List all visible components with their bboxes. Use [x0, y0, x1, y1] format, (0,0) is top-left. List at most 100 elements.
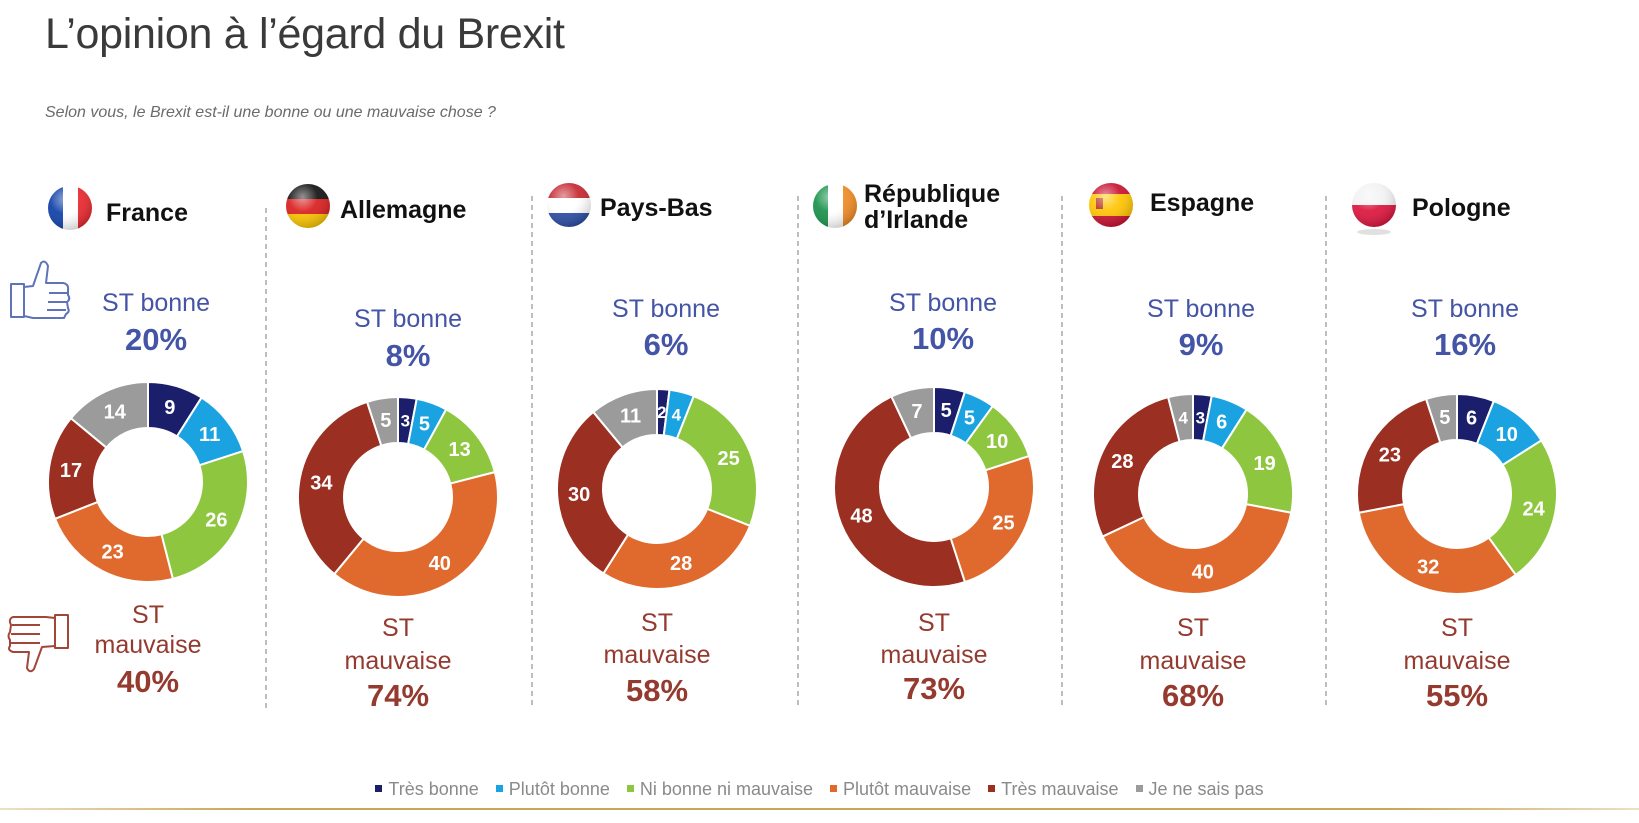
st-bonne-label: ST bonne — [354, 305, 462, 333]
donut-segment-plutot-mauvaise — [1357, 502, 1518, 595]
st-bonne-label: ST bonne — [102, 289, 210, 317]
donut-data-label: 6 — [1466, 407, 1477, 429]
donut-segment-nsp — [890, 385, 935, 440]
country-name-netherlands: Pays-Bas — [600, 194, 713, 222]
chart-subtitle: Selon vous, le Brexit est-il une bonne o… — [45, 104, 496, 121]
donut-data-label: 13 — [449, 439, 471, 461]
thumbs-down-icon — [7, 614, 69, 673]
donut-data-label: 17 — [60, 460, 82, 482]
st-mauvaise-value: 68% — [1162, 678, 1224, 713]
legend-label: Très bonne — [388, 779, 479, 799]
donut-segment-plutot-mauvaise — [949, 454, 1035, 584]
legend-item: Plutôt bonne — [495, 779, 610, 800]
st-bonne-value: 10% — [912, 321, 974, 356]
donut-data-label: 7 — [911, 401, 922, 423]
legend-label: Ni bonne ni mauvaise — [639, 779, 814, 799]
germany-flag-icon — [286, 184, 330, 228]
st-bonne-label: ST bonne — [1147, 295, 1255, 323]
legend-swatch — [988, 785, 996, 792]
st-bonne-value: 16% — [1434, 327, 1496, 362]
st-mauvaise-label-line2: mauvaise — [1404, 647, 1511, 675]
donut-data-label: 34 — [310, 472, 333, 494]
country-name-poland: Pologne — [1412, 194, 1511, 222]
donut-segment-plutot-mauvaise — [1101, 502, 1293, 595]
donut-segment-nsp — [1166, 392, 1194, 443]
legend-swatch — [495, 785, 503, 792]
donut-segment-ni-bonne — [1487, 439, 1558, 577]
donut-data-label: 32 — [1417, 557, 1439, 579]
donut-data-label: 26 — [205, 510, 227, 532]
donut-segment-ni-bonne — [675, 394, 758, 528]
country-name-ireland-line2: d’Irlande — [864, 206, 968, 234]
legend-item: Je ne sais pas — [1135, 779, 1264, 800]
legend-item: Très mauvaise — [988, 779, 1119, 800]
legend-swatch — [1135, 785, 1143, 792]
st-mauvaise-value: 55% — [1426, 678, 1488, 713]
st-mauvaise-label-line2: mauvaise — [881, 641, 988, 669]
st-mauvaise-label-line1: ST — [132, 601, 164, 629]
legend-label: Plutôt bonne — [508, 779, 610, 799]
st-bonne-label: ST bonne — [612, 295, 720, 323]
donut-segment-nsp — [365, 395, 399, 447]
st-mauvaise-labels: ST mauvaise ST mauvaise ST mauvaise ST m… — [95, 601, 1511, 675]
donut-data-label: 5 — [419, 414, 430, 436]
donut-segment-nsp — [69, 380, 149, 449]
page-title: L’opinion à l’égard du Brexit — [45, 10, 565, 58]
donut-segment-plutot-mauvaise — [332, 470, 499, 598]
france-flag-icon — [48, 186, 92, 230]
st-mauvaise-label-line1: ST — [918, 609, 950, 637]
donut-data-label: 6 — [1216, 411, 1227, 433]
legend-label: Je ne sais pas — [1148, 779, 1264, 799]
donut-data-label: 25 — [992, 512, 1014, 534]
donut-data-label: 28 — [1111, 451, 1133, 473]
donut-data-label: 10 — [1496, 424, 1518, 446]
thumbs-up-icon — [10, 260, 71, 319]
ireland-flag-icon — [813, 184, 857, 228]
donut-data-label: 48 — [850, 506, 872, 528]
donut-data-label: 5 — [380, 410, 391, 432]
st-bonne-value: 6% — [644, 327, 689, 362]
st-mauvaise-value: 58% — [626, 673, 688, 708]
netherlands-flag-icon — [547, 183, 591, 227]
st-mauvaise-label-line1: ST — [1441, 614, 1473, 642]
donut-segment-tres-mauvaise — [1092, 395, 1181, 538]
donut-data-label: 2 — [657, 403, 666, 422]
donut-data-label: 3 — [1196, 408, 1205, 427]
legend-label: Plutôt mauvaise — [843, 779, 972, 799]
legend-swatch — [626, 785, 634, 792]
donut-data-label: 5 — [1439, 407, 1450, 429]
donut-data-label: 10 — [986, 431, 1008, 453]
donut-segment-tres-mauvaise — [833, 395, 967, 588]
donut-data-label: 4 — [1178, 409, 1188, 428]
st-bonne-labels: ST bonne ST bonne ST bonne ST bonne ST b… — [102, 289, 1519, 333]
country-name-ireland-line1: République — [864, 180, 1000, 208]
st-mauvaise-value: 74% — [367, 678, 429, 713]
st-bonne-value: 20% — [125, 322, 187, 357]
st-mauvaise-value: 40% — [117, 664, 179, 699]
donut-data-label: 30 — [568, 484, 590, 506]
st-bonne-label: ST bonne — [889, 289, 997, 317]
st-mauvaise-label-line1: ST — [1177, 614, 1209, 642]
legend-swatch — [830, 785, 838, 792]
donut-segment-plutot-mauvaise — [602, 507, 752, 590]
legend-label: Très mauvaise — [1001, 779, 1119, 799]
legend-item: Plutôt mauvaise — [830, 779, 971, 800]
st-mauvaise-label-line2: mauvaise — [345, 647, 452, 675]
st-bonne-values: 20% 8% 6% 10% 9% 16% — [125, 321, 1496, 373]
donut-data-label: 4 — [672, 405, 682, 424]
country-name-germany: Allemagne — [340, 196, 467, 224]
column-separators — [265, 196, 1327, 708]
donut-data-label: 40 — [1192, 561, 1214, 583]
legend-item: Ni bonne ni mauvaise — [626, 779, 814, 800]
donut-data-label: 5 — [941, 400, 952, 422]
st-bonne-value: 8% — [386, 338, 431, 373]
st-mauvaise-value: 73% — [903, 671, 965, 706]
st-mauvaise-label-line2: mauvaise — [1140, 647, 1247, 675]
donut-data-label: 11 — [199, 424, 220, 446]
donut-segment-ni-bonne — [160, 449, 249, 581]
donut-segment-nsp — [1424, 392, 1458, 444]
donut-segment-tres-mauvaise — [556, 410, 630, 575]
donut-data-label: 5 — [964, 408, 975, 430]
st-bonne-value: 9% — [1179, 327, 1224, 362]
